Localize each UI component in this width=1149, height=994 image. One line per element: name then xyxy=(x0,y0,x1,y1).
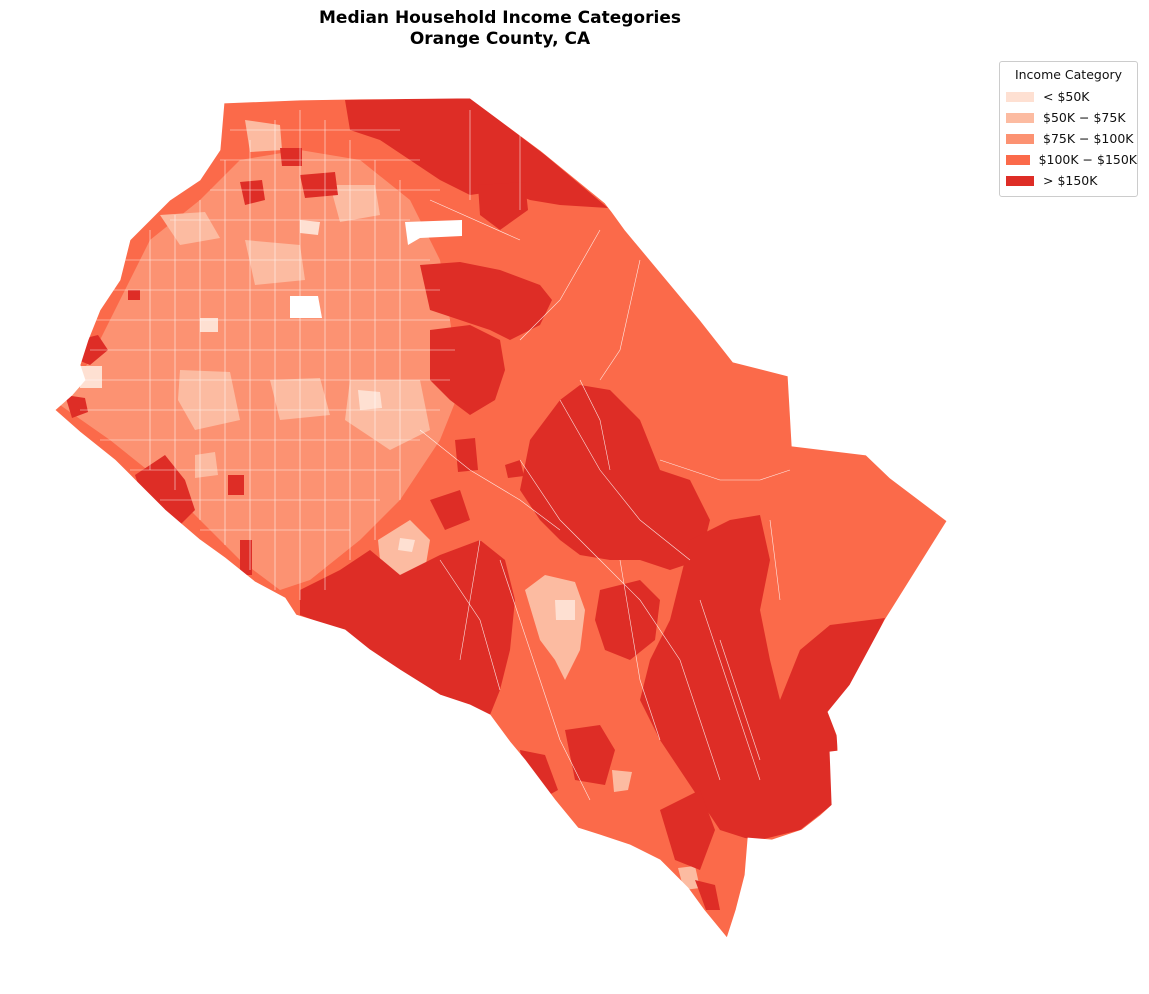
region-50to75 xyxy=(195,452,218,478)
region-gt150 xyxy=(135,455,195,525)
legend-label: > $150K xyxy=(1043,173,1098,188)
region-gt150 xyxy=(228,475,244,495)
region-gt150 xyxy=(65,395,88,418)
region-50to75 xyxy=(178,370,240,430)
county-outline xyxy=(54,97,948,939)
nodata-area xyxy=(290,296,322,318)
legend-label: < $50K xyxy=(1043,89,1090,104)
region-lt50 xyxy=(398,538,415,552)
region-lt50 xyxy=(358,390,382,410)
region-gt150 xyxy=(300,540,515,715)
region-gt150 xyxy=(128,290,140,300)
region-gt150 xyxy=(420,262,552,340)
region-gt150 xyxy=(280,148,302,166)
region-gt150 xyxy=(455,438,478,472)
legend: Income Category < $50K $50K − $75K $75K … xyxy=(999,61,1138,197)
region-gt150 xyxy=(505,460,524,478)
region-gt150 xyxy=(565,725,615,785)
legend-swatch xyxy=(1006,175,1034,186)
legend-label: $100K − $150K xyxy=(1038,152,1137,167)
region-gt150 xyxy=(240,540,252,575)
legend-label: $50K − $75K xyxy=(1043,110,1126,125)
legend-swatch xyxy=(1006,112,1034,123)
legend-swatch xyxy=(1006,91,1034,102)
region-gt150 xyxy=(695,880,720,910)
region-lt50 xyxy=(300,220,320,235)
map-title-line2: Orange County, CA xyxy=(409,29,591,49)
legend-item: < $50K xyxy=(1000,86,1137,107)
legend-swatch xyxy=(1006,133,1034,144)
region-gt150 xyxy=(430,490,470,530)
region-gt150 xyxy=(300,172,338,198)
legend-item: $75K − $100K xyxy=(1000,128,1137,149)
region-gt150 xyxy=(520,750,558,800)
legend-item: $50K − $75K xyxy=(1000,107,1137,128)
region-gt150 xyxy=(595,580,660,660)
region-gt150 xyxy=(430,325,505,415)
region-lt50 xyxy=(200,318,218,332)
nodata-area xyxy=(405,220,462,245)
legend-label: $75K − $100K xyxy=(1043,131,1134,146)
region-lt50 xyxy=(555,600,575,620)
region-gt150 xyxy=(478,182,528,230)
legend-item: > $150K xyxy=(1000,170,1137,191)
region-50to75 xyxy=(245,120,282,152)
region-lt50 xyxy=(78,366,102,388)
region-50to75 xyxy=(612,770,632,792)
region-gt150 xyxy=(520,385,710,570)
legend-swatch xyxy=(1006,154,1030,165)
region-50to75 xyxy=(330,185,380,222)
tract-boundaries xyxy=(80,110,791,801)
region-gt150 xyxy=(345,98,608,208)
region-gt150 xyxy=(640,515,885,840)
map-title: Median Household Income Categories Orang… xyxy=(0,8,1000,50)
map-title-line1: Median Household Income Categories xyxy=(319,8,681,28)
region-gt150 xyxy=(660,790,715,870)
legend-title: Income Category xyxy=(1014,67,1123,82)
legend-item: $100K − $150K xyxy=(1000,149,1137,170)
region-gt150 xyxy=(240,180,265,205)
